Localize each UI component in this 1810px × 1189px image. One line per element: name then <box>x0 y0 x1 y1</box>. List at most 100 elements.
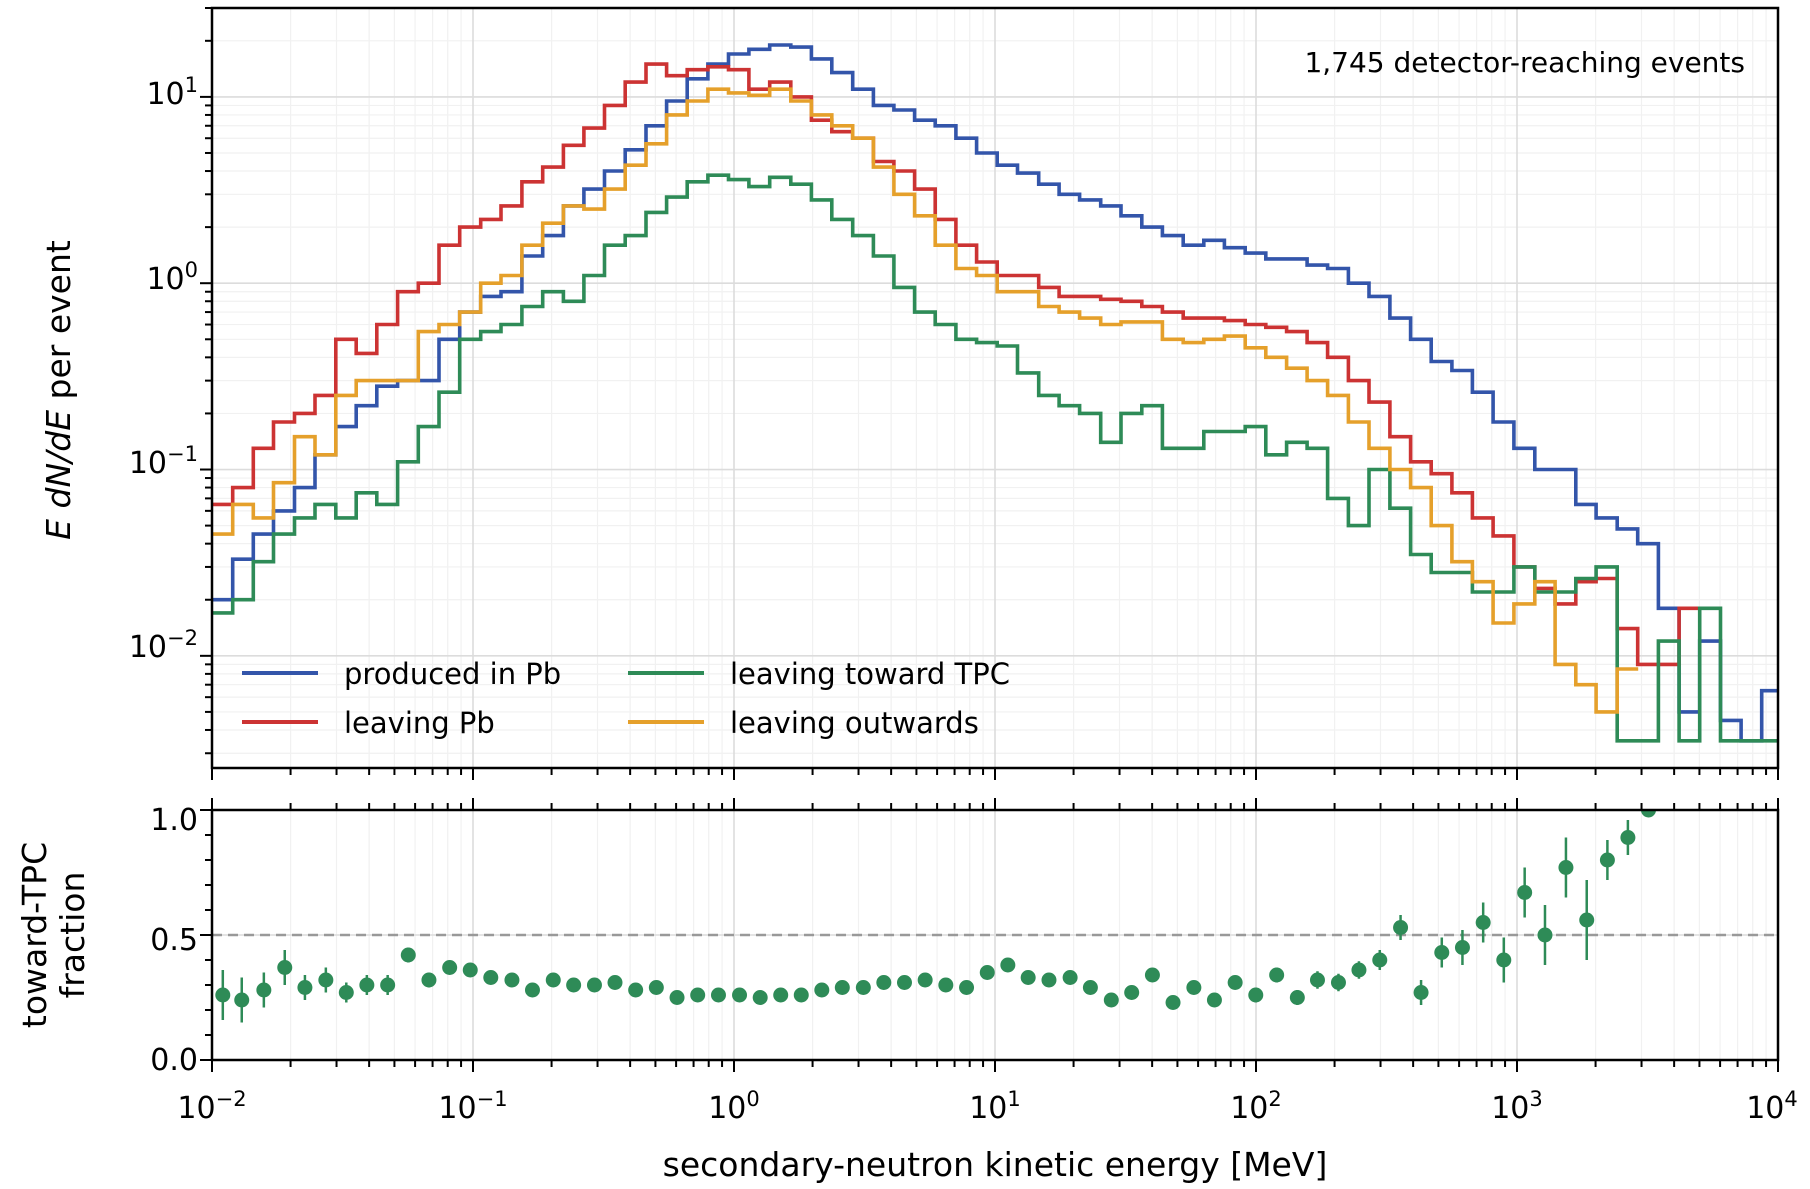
fraction-point <box>938 977 954 993</box>
fraction-point <box>1434 945 1450 960</box>
fraction-point <box>1309 972 1325 988</box>
xtick-label-1e3: 103 <box>1491 1087 1543 1126</box>
fraction-point <box>1062 970 1078 985</box>
fraction-point <box>1165 995 1181 1010</box>
fraction-point <box>1454 940 1470 955</box>
legend-label-toward-tpc: leaving toward TPC <box>730 657 1010 691</box>
fraction-point <box>793 987 809 1003</box>
fraction-point <box>1289 990 1305 1005</box>
ytick-label-1: 1.0 <box>150 803 198 838</box>
x-axis-title: secondary-neutron kinetic energy [MeV] <box>663 1145 1328 1184</box>
legend-label-produced: produced in Pb <box>344 657 561 691</box>
fraction-point <box>215 987 231 1003</box>
fraction-point <box>896 975 912 990</box>
fraction-point <box>277 960 293 975</box>
fraction-point <box>1620 830 1636 845</box>
fraction-point <box>855 980 871 995</box>
legend: produced in Pb leaving Pb leaving toward… <box>242 657 1010 740</box>
fraction-point <box>690 987 706 1003</box>
fraction-point <box>732 987 748 1003</box>
fraction-xtick-labels: 10−2 10−1 100 101 102 103 104 <box>177 1087 1797 1126</box>
spectrum-series <box>212 43 1778 743</box>
fraction-point <box>1082 980 1098 995</box>
fraction-point <box>545 972 561 988</box>
fraction-point <box>297 980 313 995</box>
ytick-label-1e-1: 10−1 <box>129 442 198 481</box>
fraction-point <box>1537 927 1553 943</box>
fraction-point <box>1496 952 1512 968</box>
fraction-panel: 0.0 0.5 1.0 toward-TPC fraction 10−2 10−… <box>15 798 1798 1184</box>
fraction-point <box>1103 992 1119 1008</box>
fraction-point <box>1041 972 1057 988</box>
fraction-point <box>483 970 499 985</box>
fraction-point <box>814 982 830 998</box>
spectrum-y-axis-title: E dN/dE per event <box>39 240 78 540</box>
fraction-point <box>1020 970 1036 985</box>
fraction-point <box>234 992 250 1008</box>
series-line-3 <box>212 87 1639 714</box>
fraction-y-axis-title-line1: toward-TPC <box>15 842 54 1028</box>
fraction-point <box>421 972 437 988</box>
fraction-point <box>917 972 933 988</box>
fraction-point <box>380 977 396 993</box>
fraction-point <box>318 972 334 988</box>
fraction-point <box>1517 885 1533 900</box>
fraction-ticks <box>200 798 1779 1072</box>
fraction-point <box>1372 952 1388 968</box>
fraction-point <box>648 980 664 995</box>
fraction-point <box>359 977 375 993</box>
fraction-point <box>1558 860 1574 875</box>
ytick-label-1e-2: 10−2 <box>129 626 198 665</box>
fraction-point <box>1330 975 1346 990</box>
xtick-label-1e4: 104 <box>1746 1087 1798 1126</box>
fraction-point <box>504 972 520 988</box>
fraction-y-axis-title-line2: fraction <box>53 872 92 999</box>
fraction-point <box>773 987 789 1003</box>
fraction-point <box>566 977 582 993</box>
spectrum-panel: 101 100 10−1 10−2 E dN/dE per event 1,74… <box>39 6 1780 780</box>
fraction-point <box>1413 985 1429 1000</box>
series-line-1 <box>212 62 1700 667</box>
fraction-point <box>400 947 416 963</box>
fraction-point <box>710 987 726 1003</box>
series-line-2 <box>212 173 1778 743</box>
fraction-point <box>979 965 995 980</box>
fraction-point <box>1206 992 1222 1008</box>
ytick-label-0: 0.0 <box>150 1043 198 1078</box>
legend-label-outwards: leaving outwards <box>730 706 979 740</box>
ytick-label-0-5: 0.5 <box>150 923 198 958</box>
fraction-point <box>834 980 850 995</box>
fraction-point <box>1599 852 1615 868</box>
fraction-point <box>1186 980 1202 995</box>
fraction-point <box>876 975 892 990</box>
fraction-point <box>462 962 478 978</box>
fraction-point <box>524 982 540 998</box>
xtick-label-1e-1: 10−1 <box>438 1087 507 1126</box>
fraction-point <box>1640 810 1656 818</box>
fraction-point <box>1579 912 1595 928</box>
fraction-point <box>256 982 272 998</box>
fraction-point <box>1248 987 1264 1003</box>
fraction-point <box>1475 915 1491 930</box>
xtick-label-1e-2: 10−2 <box>177 1087 246 1126</box>
fraction-point <box>442 960 458 975</box>
fraction-point <box>1269 967 1285 983</box>
fraction-point <box>669 990 685 1005</box>
legend-label-leaving-pb: leaving Pb <box>344 706 495 740</box>
fraction-point <box>1351 962 1367 978</box>
fraction-point <box>752 990 768 1005</box>
spectrum-ytick-labels: 101 100 10−1 10−2 <box>129 73 198 665</box>
fraction-point <box>607 975 623 990</box>
fraction-point <box>1393 920 1409 935</box>
fraction-ytick-labels: 0.0 0.5 1.0 <box>150 803 198 1078</box>
fraction-point <box>1144 967 1160 983</box>
fraction-point <box>959 980 975 995</box>
event-count-annotation: 1,745 detector-reaching events <box>1304 46 1745 79</box>
fraction-point <box>628 982 644 998</box>
fraction-points <box>215 810 1656 1023</box>
ytick-label-1e1: 101 <box>146 73 198 112</box>
ytick-label-1e0: 100 <box>146 258 198 297</box>
fraction-point <box>586 977 602 993</box>
fraction-point <box>1227 975 1243 990</box>
